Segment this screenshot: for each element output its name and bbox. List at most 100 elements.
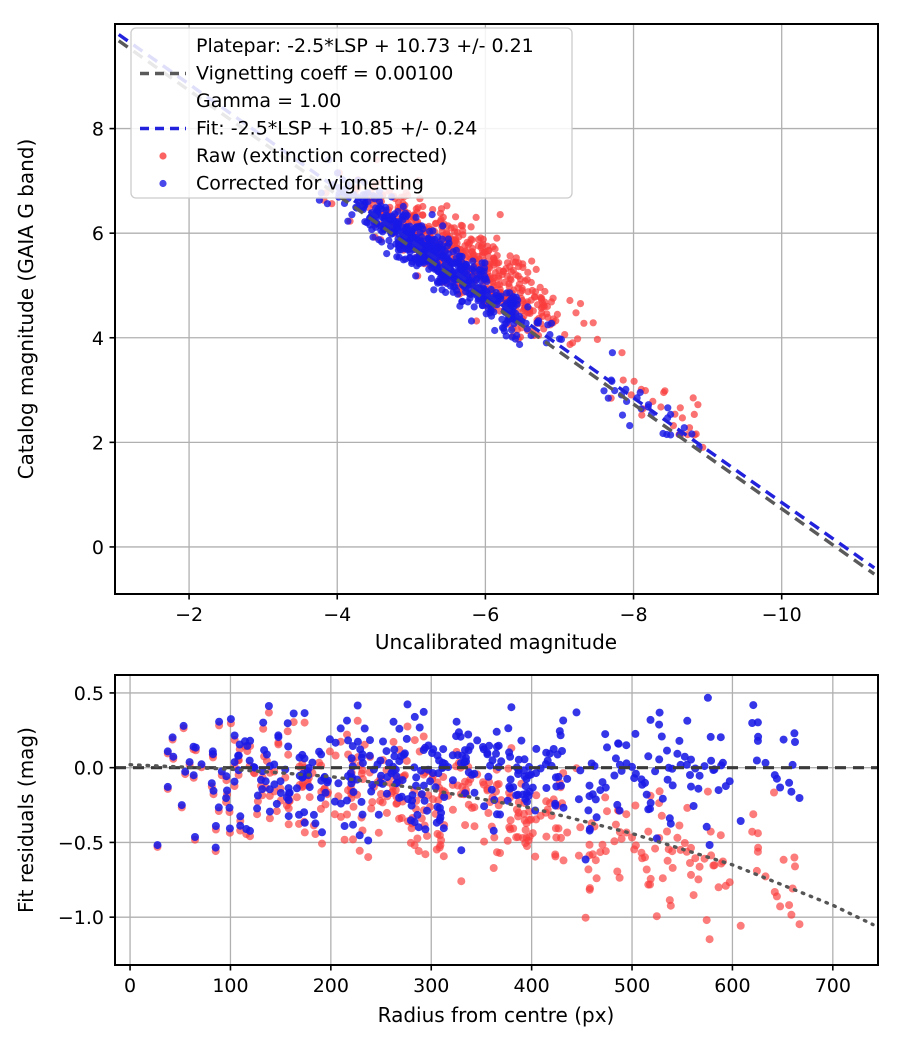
data-point — [317, 750, 326, 759]
data-point — [631, 841, 640, 850]
data-point — [284, 789, 293, 798]
data-point — [601, 730, 610, 739]
data-point — [694, 401, 702, 409]
data-point — [445, 239, 453, 247]
data-point — [611, 754, 620, 763]
data-point — [388, 767, 397, 776]
axes-fit-residuals: 0 100 200 300 400 500 600 700 0.5 0.0 −0.5 −1.0 Rad… — [14, 674, 879, 1027]
data-point — [283, 719, 292, 728]
data-point — [428, 211, 436, 219]
data-point — [365, 751, 374, 760]
ytick-label: 4 — [92, 328, 104, 350]
ytick-label: 0 — [92, 537, 104, 559]
data-point — [770, 888, 779, 896]
data-point — [420, 796, 429, 805]
data-point — [425, 235, 433, 243]
data-point — [305, 793, 314, 802]
data-point — [355, 846, 364, 855]
data-point — [636, 388, 644, 397]
data-point — [253, 797, 262, 806]
data-point — [776, 783, 785, 792]
data-point — [610, 837, 619, 846]
data-point — [528, 286, 536, 295]
data-point — [353, 716, 362, 725]
data-point — [566, 340, 574, 349]
data-point — [222, 794, 231, 803]
data-point — [663, 827, 671, 836]
data-point — [680, 752, 689, 761]
data-point — [387, 242, 395, 250]
data-point — [439, 222, 447, 230]
data-point — [585, 781, 594, 790]
data-point — [189, 771, 198, 780]
data-point — [448, 805, 457, 814]
data-point — [770, 788, 778, 797]
data-point — [284, 750, 293, 759]
data-point — [438, 286, 446, 294]
data-point — [551, 773, 560, 782]
data-point — [700, 762, 709, 771]
data-point — [667, 431, 675, 439]
data-point — [424, 791, 433, 800]
ytick-label: 8 — [92, 119, 104, 141]
data-point — [736, 921, 745, 930]
data-point — [644, 401, 653, 409]
data-point — [449, 260, 457, 268]
data-point — [790, 729, 799, 738]
xtick-label: 100 — [212, 975, 248, 997]
data-point — [434, 769, 443, 778]
data-point — [348, 211, 356, 219]
data-point — [410, 763, 419, 772]
data-point — [390, 745, 399, 754]
data-point — [276, 789, 285, 797]
data-point — [357, 769, 366, 778]
data-point — [321, 788, 330, 797]
data-point — [452, 286, 461, 294]
data-point — [402, 756, 411, 765]
data-point — [419, 781, 428, 790]
data-point — [452, 213, 460, 221]
data-point — [668, 863, 677, 872]
legend-item: Fit: -2.5*LSP + 10.85 +/- 0.24 — [140, 118, 477, 140]
data-point — [753, 718, 762, 727]
data-point — [376, 796, 385, 805]
data-point — [521, 782, 530, 791]
data-point — [209, 750, 217, 759]
data-point — [514, 272, 522, 280]
data-point — [779, 735, 788, 744]
data-point — [524, 836, 533, 845]
data-point — [464, 730, 473, 739]
ytick-label: 0.5 — [74, 683, 104, 705]
data-point — [494, 281, 502, 289]
data-point — [525, 807, 534, 816]
data-point — [390, 752, 399, 761]
data-point — [423, 831, 431, 840]
data-point — [343, 796, 351, 805]
data-point — [503, 259, 512, 267]
data-point — [395, 814, 404, 823]
data-point — [716, 733, 725, 742]
data-point — [557, 335, 566, 343]
data-point — [369, 233, 377, 241]
data-point — [603, 807, 611, 816]
data-point — [655, 720, 664, 729]
data-point — [506, 752, 515, 761]
data-point — [211, 822, 220, 830]
data-point — [435, 816, 444, 825]
data-point — [430, 286, 438, 294]
data-point — [472, 213, 480, 221]
data-point — [395, 793, 404, 802]
data-point — [646, 874, 655, 883]
data-point — [340, 835, 349, 844]
legend-item: Platepar: -2.5*LSP + 10.73 +/- 0.21 — [196, 35, 534, 57]
data-point — [596, 848, 605, 857]
data-point — [506, 775, 515, 784]
ticks-bottom: 0 100 200 300 400 500 600 700 0.5 0.0 −0.5 −1.0 — [58, 683, 851, 997]
data-point — [576, 766, 585, 775]
data-point — [311, 819, 320, 828]
data-point — [412, 213, 420, 221]
data-point — [486, 761, 495, 770]
data-point — [274, 740, 283, 749]
data-point — [258, 767, 267, 776]
data-point — [389, 717, 398, 726]
